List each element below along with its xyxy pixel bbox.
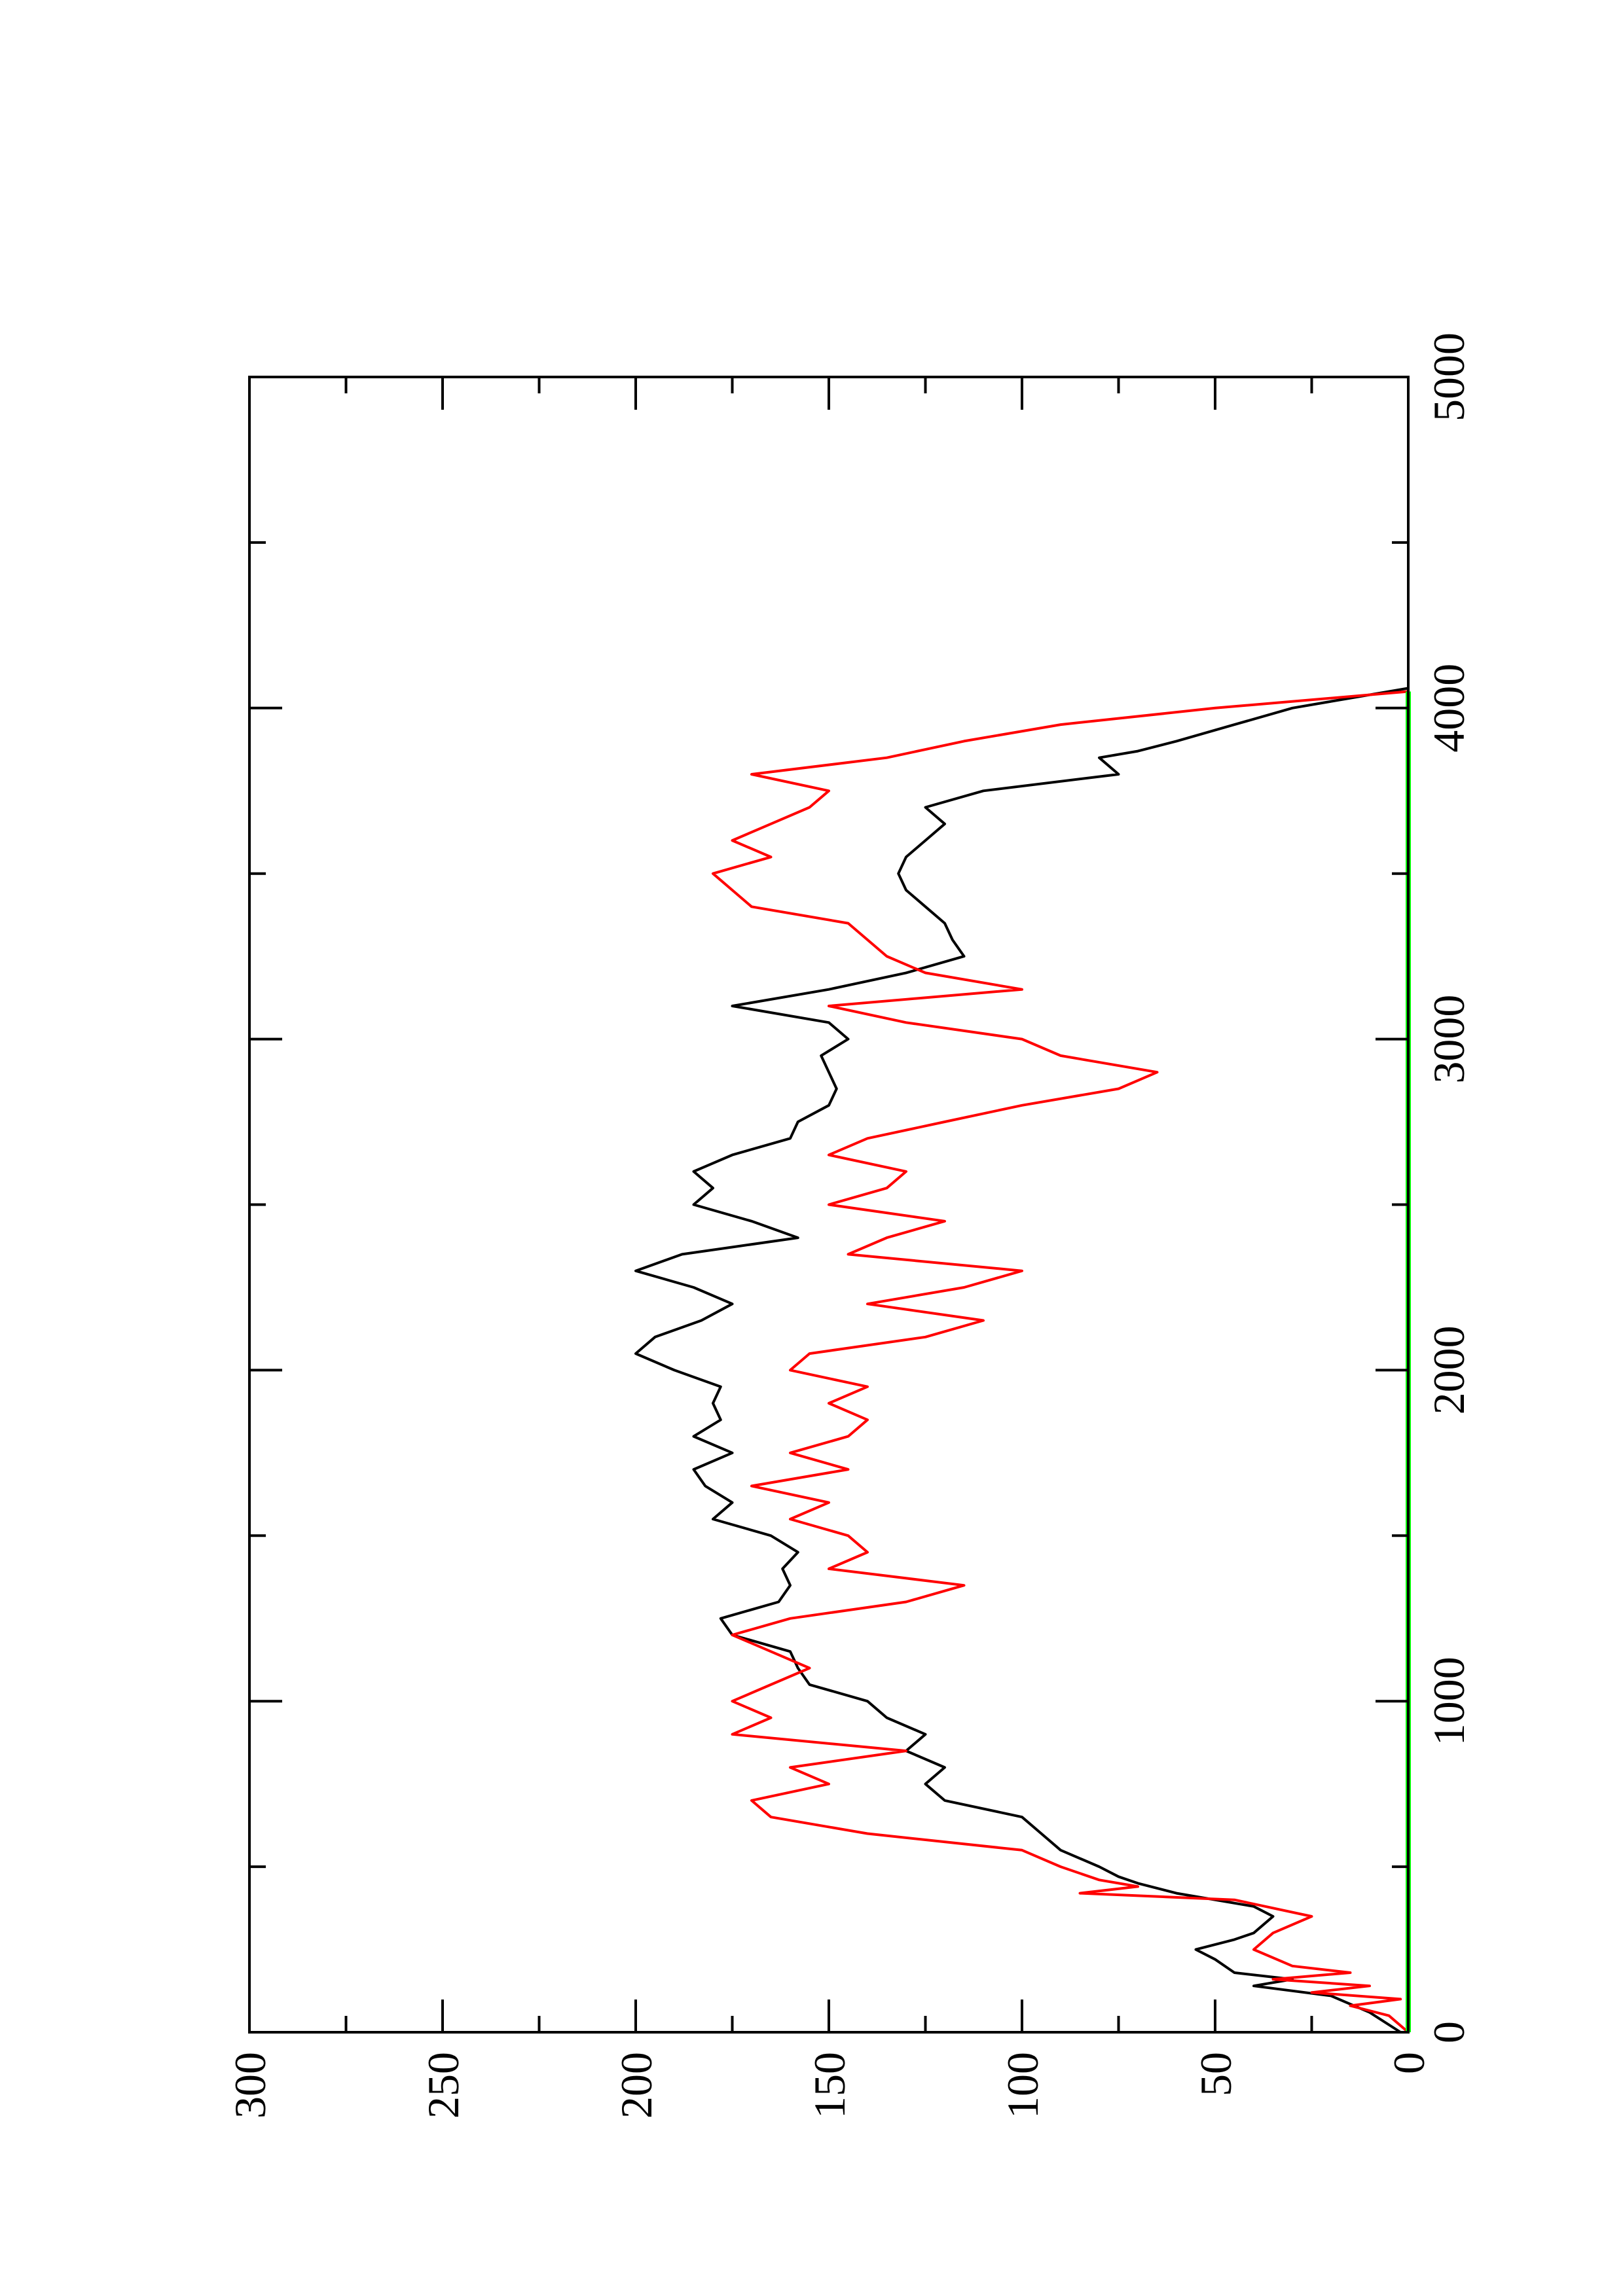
y-tick-label: 150 xyxy=(805,2052,854,2119)
y-tick-label: 50 xyxy=(1191,2052,1241,2096)
x-tick-label: 5000 xyxy=(1424,332,1474,422)
y-tick-label: 100 xyxy=(998,2052,1048,2119)
labels-layer: 0 1000 2000 3000 4000 5000 0 50 100 150 200 250 300 xyxy=(225,332,1474,2119)
x-tick-label: 4000 xyxy=(1424,664,1474,753)
x-tick-label: 3000 xyxy=(1424,995,1474,1084)
y-tick-label: 0 xyxy=(1384,2052,1434,2074)
x-tick-label: 0 xyxy=(1424,2021,1474,2043)
ticks-layer xyxy=(248,376,1410,2034)
series-line-2 xyxy=(712,690,1410,2034)
series-layer xyxy=(634,687,1411,2034)
series-line-1 xyxy=(634,687,1409,2034)
y-tick-label: 300 xyxy=(225,2052,275,2119)
y-tick-label: 250 xyxy=(418,2052,468,2119)
y-tick-label: 200 xyxy=(611,2052,661,2119)
x-tick-label: 2000 xyxy=(1424,1325,1474,1414)
x-tick-label: 1000 xyxy=(1424,1657,1474,1746)
